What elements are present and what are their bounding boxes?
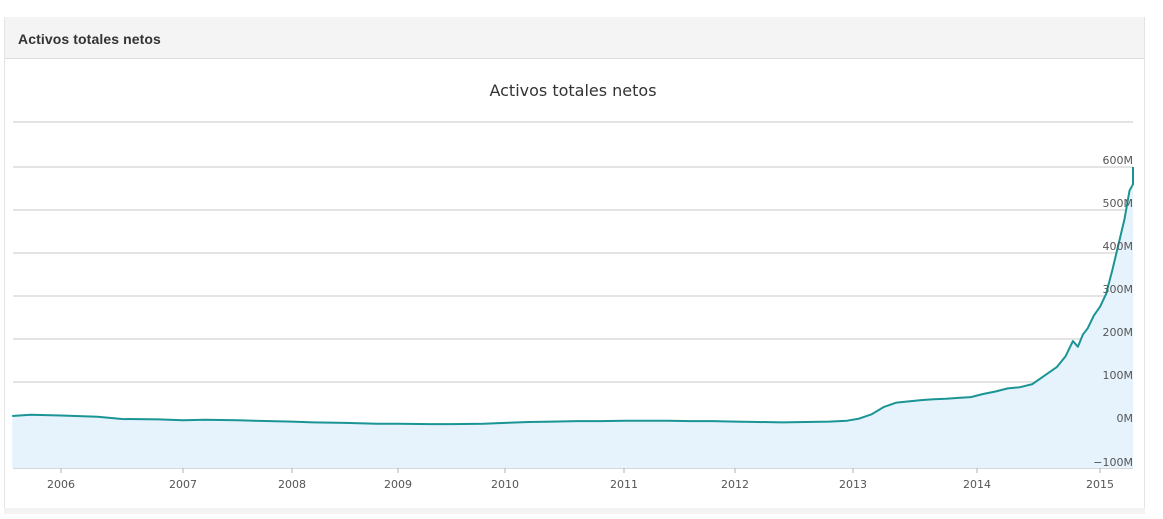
panel-title: Activos totales netos bbox=[18, 31, 161, 47]
x-tick-label: 2007 bbox=[169, 478, 197, 491]
y-tick-label: 400M bbox=[1103, 240, 1134, 253]
x-tick-label: 2015 bbox=[1086, 478, 1114, 491]
y-tick-label: 300M bbox=[1103, 283, 1134, 296]
x-tick-label: 2008 bbox=[278, 478, 306, 491]
series-line[interactable] bbox=[12, 167, 1134, 426]
area-layer bbox=[12, 167, 1134, 468]
series-area bbox=[12, 167, 1134, 468]
y-tick-label: 0M bbox=[1117, 412, 1134, 425]
x-tick-label: 2012 bbox=[721, 478, 749, 491]
y-tick-label: 600M bbox=[1103, 154, 1134, 167]
chart-title: Activos totales netos bbox=[489, 81, 656, 100]
y-tick-label: −100M bbox=[1093, 456, 1133, 469]
x-tick-label: 2011 bbox=[610, 478, 638, 491]
panel-footer bbox=[4, 508, 1145, 514]
x-tick-label: 2010 bbox=[491, 478, 519, 491]
panel-header: Activos totales netos bbox=[5, 17, 1144, 59]
y-tick-label: 500M bbox=[1103, 197, 1134, 210]
y-tick-label: 200M bbox=[1103, 326, 1134, 339]
x-tick-label: 2006 bbox=[47, 478, 75, 491]
x-axis-labels: 2006 2007 2008 2009 2010 2011 2012 2013 2014 2015 bbox=[47, 478, 1114, 491]
x-tick-label: 2009 bbox=[384, 478, 412, 491]
line-layer bbox=[12, 167, 1134, 426]
x-tick-label: 2013 bbox=[839, 478, 867, 491]
y-axis-labels: 600M 500M 400M 300M 200M 100M 0M −100M bbox=[1093, 154, 1133, 469]
y-tick-label: 100M bbox=[1103, 369, 1134, 382]
x-tick-label: 2014 bbox=[963, 478, 991, 491]
